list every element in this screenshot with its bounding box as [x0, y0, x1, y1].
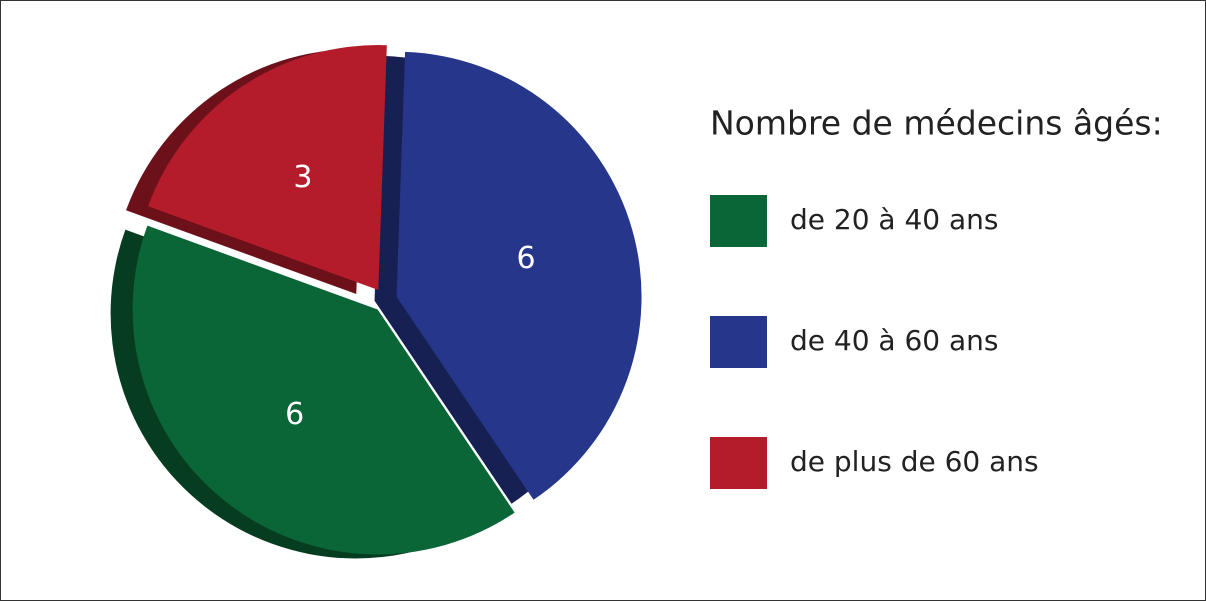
legend-swatch	[710, 316, 767, 368]
data-label: 6	[285, 397, 304, 432]
data-label: 6	[517, 241, 536, 276]
legend-label: de 40 à 60 ans	[790, 324, 999, 357]
legend-swatch	[710, 195, 767, 247]
legend-title: Nombre de médecins âgés:	[710, 104, 1163, 143]
legend-label: de 20 à 40 ans	[790, 203, 999, 236]
slice	[148, 45, 387, 291]
legend-label: de plus de 60 ans	[790, 445, 1039, 478]
legend-swatch	[710, 437, 767, 489]
slice	[132, 225, 515, 555]
slice	[396, 51, 642, 500]
data-label: 3	[293, 160, 312, 195]
